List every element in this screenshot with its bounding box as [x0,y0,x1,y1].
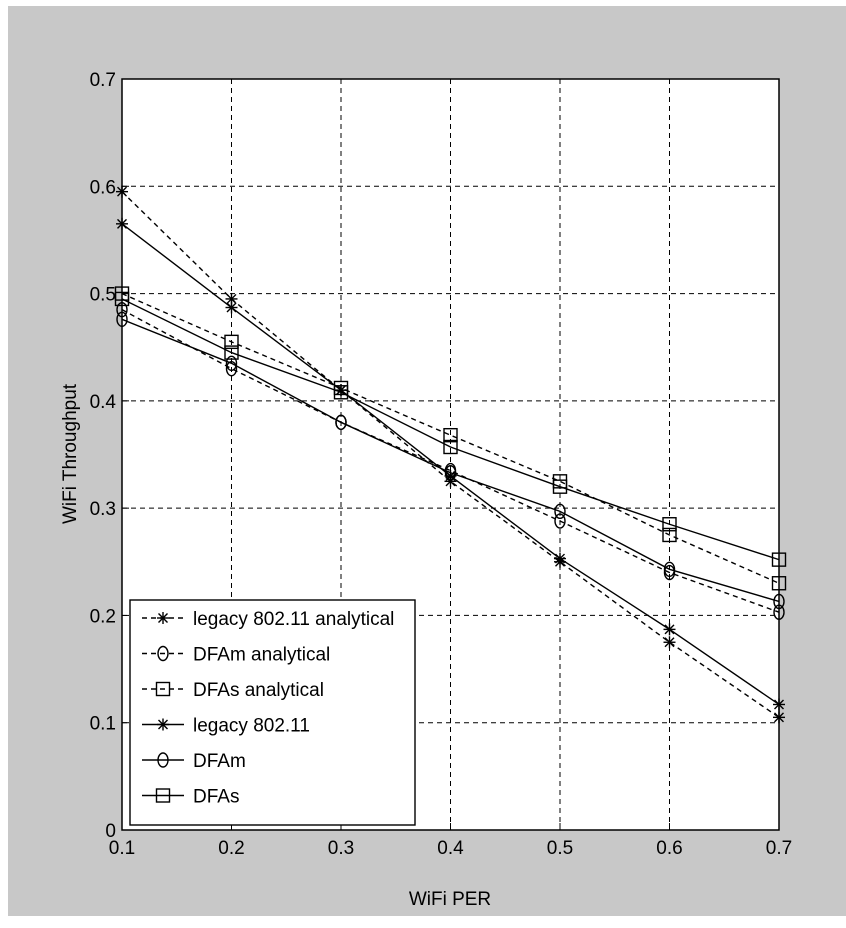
legend-label: DFAm [193,751,246,772]
series-line [121,309,780,613]
y-tick-label: 0.4 [90,392,117,413]
circle-marker [773,593,785,610]
legend-label: legacy 802.11 analytical [193,609,394,630]
square-marker [114,291,130,307]
y-tick-label: 0.5 [90,285,116,306]
circle-marker [554,513,566,529]
circle-marker [116,301,128,318]
circle-marker [773,604,785,620]
square-marker [771,576,787,591]
asterisk-marker [773,711,785,724]
legend-entry: DFAs analytical [142,680,324,701]
legend-entry: DFAm [142,751,246,772]
square-marker [224,345,239,360]
series-line [121,298,780,561]
legend-entry: legacy 802.11 analytical [142,609,394,630]
asterisk-marker [157,718,169,731]
square-marker [224,334,239,350]
y-tick-label: 0.1 [90,714,116,735]
circle-marker [157,752,169,768]
legend: legacy 802.11 analytical DFAm analytical D… [129,599,416,826]
square-marker [443,439,458,455]
asterisk-marker [116,185,128,198]
square-marker [662,527,677,543]
circle-marker [444,465,457,481]
square-marker [155,681,171,697]
legend-label: legacy 802.11 [193,716,310,737]
circle-marker [157,645,169,662]
legend-label: DFAs [193,787,239,808]
x-tick-label: 0.2 [218,838,244,859]
legend-box [129,599,416,826]
asterisk-marker [554,552,566,565]
x-tick-label: 0.7 [766,838,792,859]
square-marker [443,427,458,443]
asterisk-marker [225,292,238,305]
axes: 0.1 0.2 0.3 0.4 0.5 0.6 0.700.10.20.30.40.50.6… [90,70,793,859]
series-legacy-802-11 [116,217,785,711]
square-marker [552,479,568,494]
plot-border [121,78,780,831]
series-dfas [114,291,787,567]
square-marker [155,788,171,803]
series-line [121,292,780,584]
asterisk-marker [157,612,169,624]
legend-label: DFAs analytical [193,680,324,701]
y-tick-label: 0.6 [90,177,116,198]
y-tick-label: 0 [105,821,116,842]
legend-entry: DFAs [142,787,239,808]
series-dfam [116,311,785,610]
x-tick-label: 0.4 [437,838,464,859]
circle-marker [554,503,566,520]
circle-marker [225,360,238,377]
square-marker [333,385,349,400]
legend-entry: legacy 802.11 [142,716,310,737]
asterisk-marker [773,698,785,711]
x-tick-label: 0.1 [109,838,135,859]
square-marker [662,517,677,532]
circle-marker [225,355,238,372]
circle-marker [663,561,676,577]
asterisk-marker [225,301,238,314]
series-line [121,318,780,603]
circle-marker [116,311,128,328]
y-tick-label: 0.3 [90,499,116,520]
square-marker [771,552,787,567]
asterisk-marker [663,636,676,649]
y-tick-label: 0.7 [90,70,116,91]
asterisk-marker [663,623,676,636]
x-tick-label: 0.3 [328,838,354,859]
x-tick-label: 0.5 [547,838,573,859]
legend-entry: DFAm analytical [142,645,330,666]
y-tick-label: 0.2 [90,606,116,627]
legend-label: DFAm analytical [193,645,330,666]
asterisk-marker [116,217,128,230]
circle-marker [335,414,347,431]
series-group [114,185,787,724]
y-axis-label: WiFi Throughput [60,383,81,524]
x-axis-label: WiFi PER [409,889,491,910]
x-tick-label: 0.6 [656,838,682,859]
